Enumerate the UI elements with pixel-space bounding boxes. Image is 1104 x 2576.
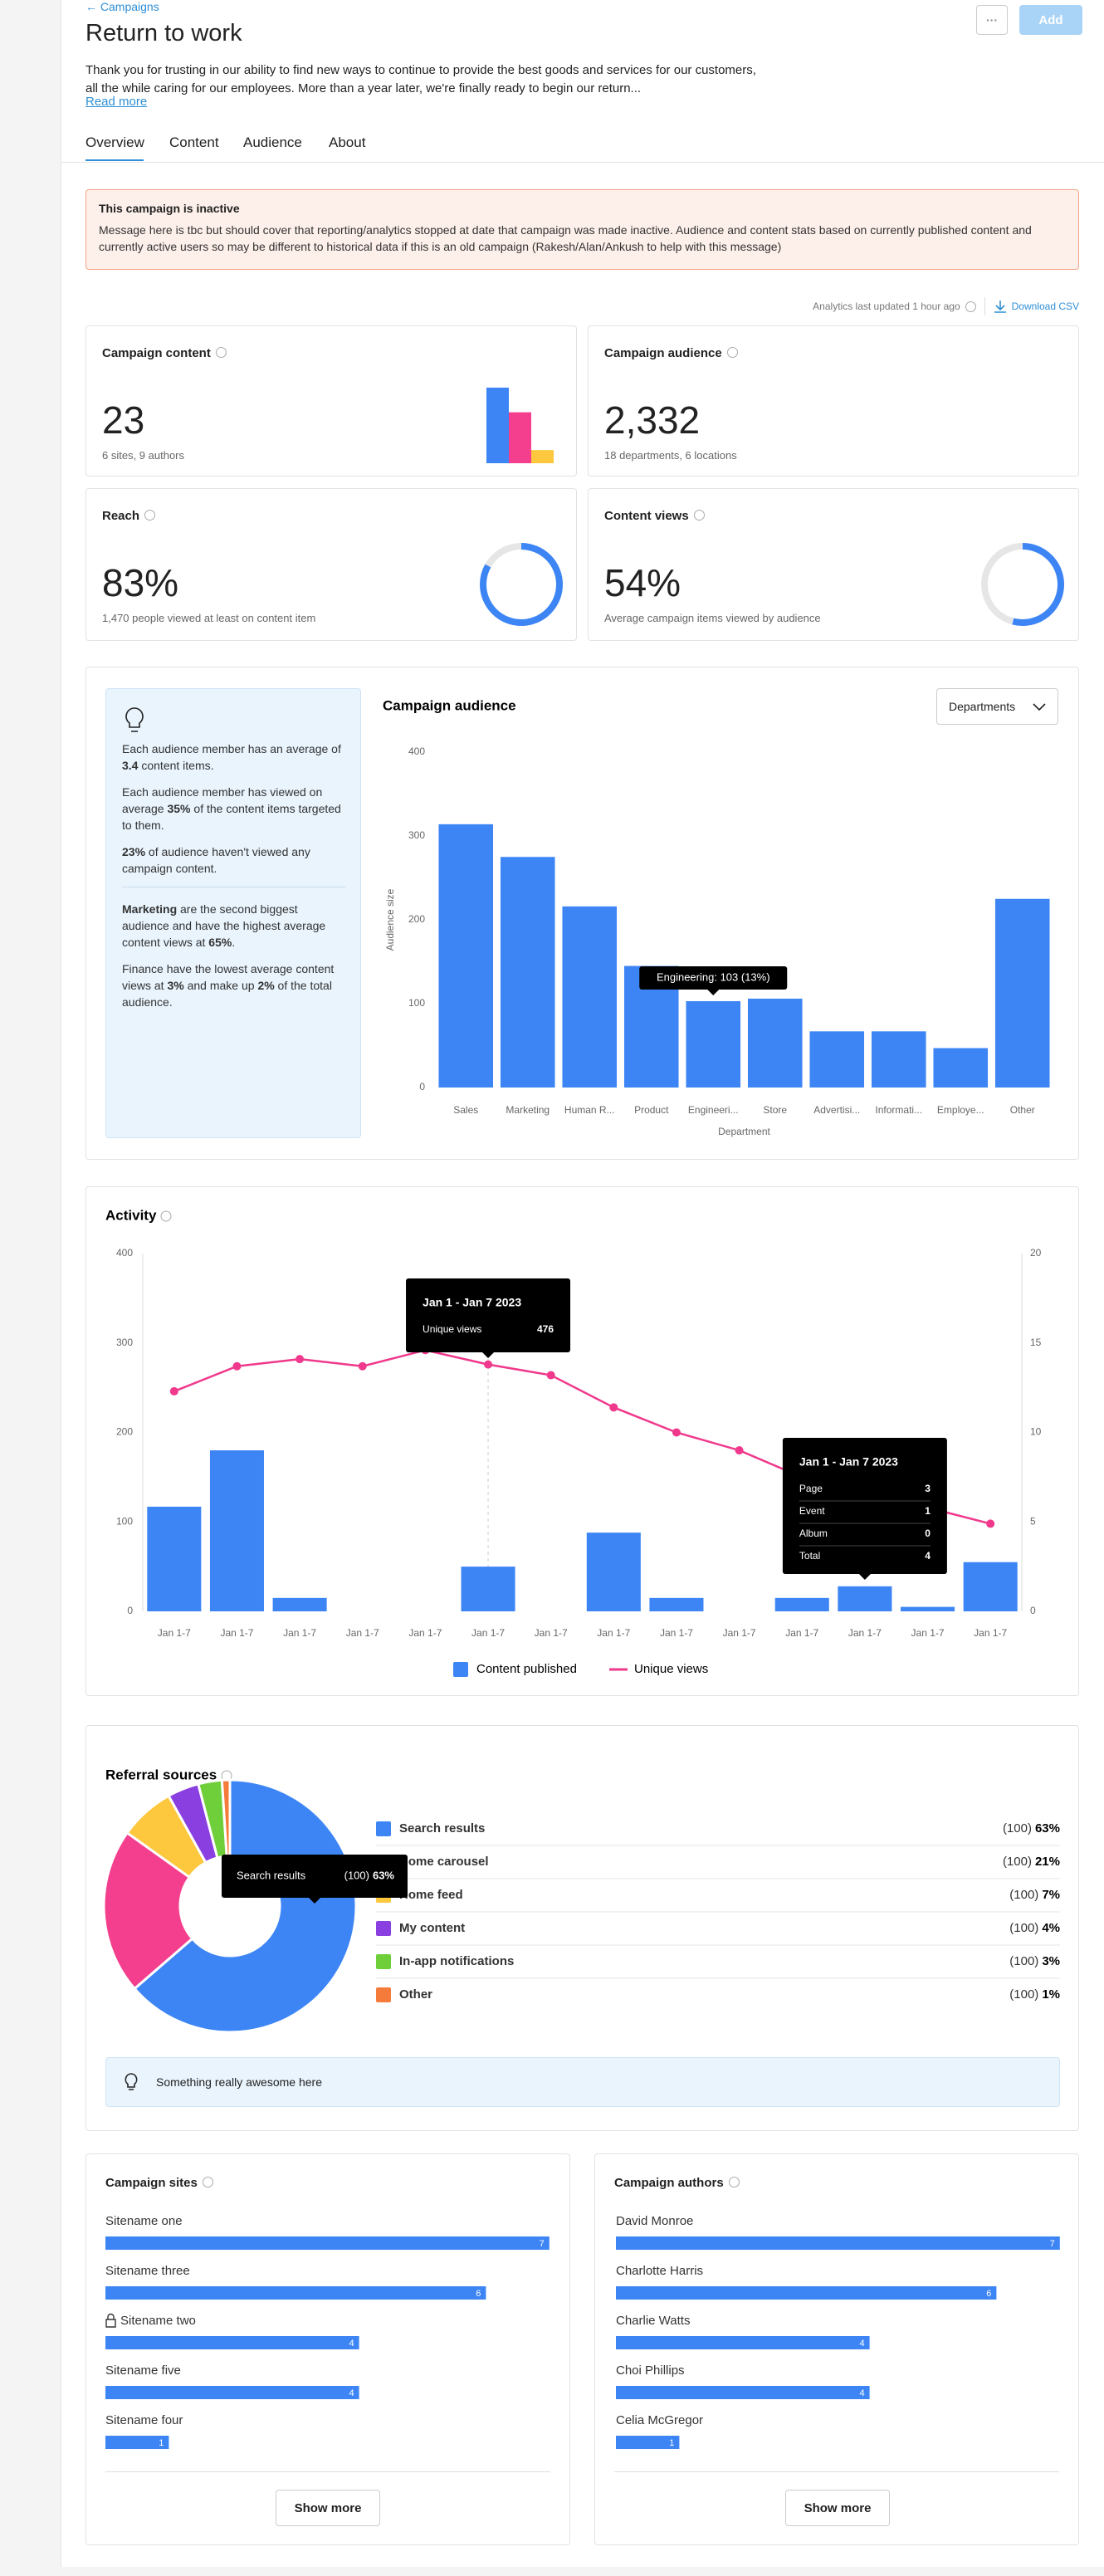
- insight-segment: and make up: [183, 979, 258, 992]
- tab[interactable]: About: [329, 134, 366, 150]
- info-icon: [215, 347, 227, 358]
- info-icon: [726, 347, 738, 358]
- divider: [105, 2471, 550, 2472]
- card-title: Campaign content: [102, 346, 211, 360]
- insight-segment: content items.: [138, 759, 214, 772]
- insight-segment: 65%: [208, 936, 232, 949]
- stat-caption: 6 sites, 9 authors: [102, 449, 184, 462]
- stat-value: 54%: [604, 561, 681, 604]
- stat-card: Campaign audience 2,332 18 departments, …: [588, 325, 1079, 477]
- card-title: Campaign authors: [614, 2176, 724, 2190]
- note-banner: Something really awesome here: [105, 2057, 1060, 2107]
- stat-caption: 1,470 people viewed at least on content …: [102, 612, 316, 624]
- stat-card: Content views 54% Average campaign items…: [588, 488, 1079, 641]
- stat-value: 2,332: [604, 398, 701, 442]
- insight-segment: 3%: [167, 979, 184, 992]
- info-icon: [728, 2177, 740, 2187]
- show-more-button[interactable]: Show more: [276, 2490, 380, 2526]
- card-title: Campaign sites: [105, 2176, 198, 2190]
- analytics-bar: Analytics last updated 1 hour ago Downlo…: [813, 297, 1079, 315]
- inactive-banner: This campaign is inactive Message here i…: [85, 189, 1079, 270]
- download-csv[interactable]: Download CSV: [1011, 301, 1079, 312]
- insight-segment: are the second biggest audience and have…: [122, 902, 326, 949]
- info-icon: [202, 2177, 213, 2187]
- insight-segment: Each audience member has viewed on avera…: [122, 785, 323, 815]
- banner-title: This campaign is inactive: [99, 202, 240, 215]
- insight-segment: Marketing: [122, 902, 178, 916]
- insight-segment: Each audience member has an average of: [122, 742, 341, 755]
- info-icon: [693, 510, 705, 521]
- tab-underline: [85, 159, 144, 161]
- tab[interactable]: Overview: [85, 134, 144, 150]
- authors-card: Campaign authors Show more: [594, 2153, 1079, 2545]
- more-button[interactable]: ···: [976, 5, 1008, 35]
- info-icon: [144, 510, 156, 521]
- activity-section: [85, 1186, 1079, 1696]
- insight-text: Each audience member has an average of 3…: [122, 741, 345, 774]
- description: Thank you for trusting in our ability to…: [85, 63, 756, 95]
- chevron: [1033, 703, 1046, 711]
- stat-value: 23: [102, 398, 145, 442]
- stat-caption: 18 departments, 6 locations: [604, 449, 737, 462]
- download-icon: [994, 301, 1006, 313]
- divider: [614, 2471, 1059, 2472]
- card-title: Campaign audience: [604, 346, 722, 360]
- note-text: Something really awesome here: [156, 2075, 322, 2089]
- tab-divider: [61, 162, 1104, 163]
- insight-segment: .: [232, 936, 236, 949]
- insight-segment: 35%: [167, 802, 191, 815]
- analytics-updated: Analytics last updated 1 hour ago: [813, 301, 960, 312]
- insight-segment: of the total audience.: [122, 979, 332, 1009]
- insight-segment: 2%: [257, 979, 275, 992]
- stat-card: Reach 83% 1,470 people viewed at least o…: [85, 488, 577, 641]
- insight-text: Finance have the lowest average content …: [122, 961, 345, 1010]
- card-title: Reach: [102, 509, 140, 523]
- stat-caption: Average campaign items viewed by audienc…: [604, 612, 821, 624]
- read-more-link[interactable]: Read more: [85, 95, 148, 109]
- dropdown[interactable]: Departments: [936, 688, 1058, 725]
- insight-segment: 23%: [122, 845, 146, 858]
- insight-segment: 3.4: [122, 759, 139, 772]
- bulb-icon: [125, 2073, 138, 2090]
- dropdown-label: Departments: [949, 700, 1016, 713]
- tab[interactable]: Audience: [243, 134, 302, 150]
- card-title: Content views: [604, 509, 689, 523]
- insight-segment: of audience haven't viewed any campaign …: [122, 845, 310, 875]
- breadcrumb[interactable]: ← Campaigns: [85, 0, 159, 13]
- insight-segment: of the content items targeted to them.: [122, 802, 341, 832]
- add-button[interactable]: Add: [1019, 5, 1082, 35]
- sites-card: Campaign sites Show more: [85, 2153, 570, 2545]
- insight-text: Marketing are the second biggest audienc…: [122, 901, 345, 951]
- insights-panel: Each audience member has an average of 3…: [105, 688, 361, 1138]
- insight-segment: Finance have the lowest average content …: [122, 962, 335, 992]
- banner-message: Message here is tbc but should cover tha…: [99, 223, 1032, 253]
- stat-card: Campaign content 23 6 sites, 9 authors: [85, 325, 577, 477]
- insight-text: Each audience member has viewed on avera…: [122, 784, 345, 833]
- stat-value: 83%: [102, 561, 179, 604]
- page-title: Return to work: [85, 20, 242, 46]
- show-more-button[interactable]: Show more: [785, 2490, 890, 2526]
- divider: [984, 297, 985, 315]
- tab[interactable]: Content: [169, 134, 219, 150]
- info-icon: [965, 301, 976, 312]
- insight-text: 23% of audience haven't viewed any campa…: [122, 843, 345, 877]
